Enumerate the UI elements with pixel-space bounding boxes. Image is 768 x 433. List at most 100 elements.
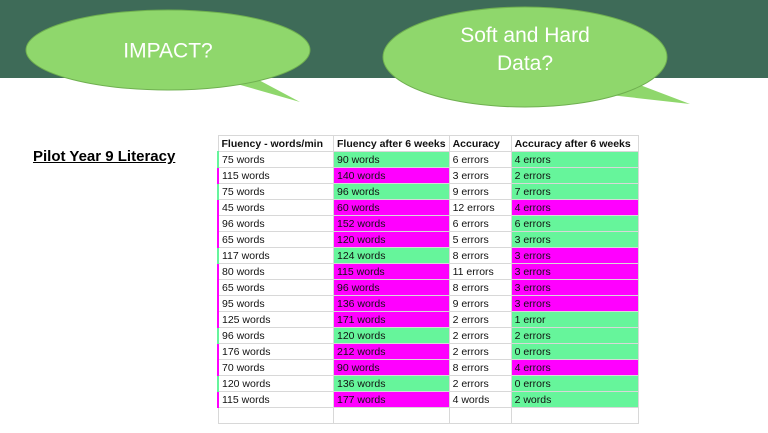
table-row: 70 words 90 words 8 errors 4 errors [217,359,639,376]
table-cell: 0 errors [510,375,639,392]
table-cell: 96 words [217,215,334,232]
table-cell: 2 errors [448,375,512,392]
table-cell: 8 errors [448,279,512,296]
table-row: 96 words 152 words 6 errors 6 errors [217,215,639,232]
table-cell: 2 errors [448,343,512,360]
bubble-tail [230,78,300,102]
table-cell: 8 errors [448,247,512,264]
table-cell: 3 errors [510,231,639,248]
table-cell: 3 errors [510,295,639,312]
table-cell: 3 errors [510,263,639,280]
table-cell: 45 words [217,199,334,216]
table-row: 115 words 177 words 4 words 2 words [217,391,639,408]
empty-cell [333,407,450,424]
table-cell: 11 errors [448,263,512,280]
table-cell: 7 errors [510,183,639,200]
slide-title: Pilot Year 9 Literacy [33,148,176,165]
bubble-text: IMPACT? [123,40,212,63]
table-cell: 3 errors [448,167,512,184]
table-cell: 5 errors [448,231,512,248]
table-row: 115 words 140 words 3 errors 2 errors [217,167,639,184]
table-cell: 0 errors [510,343,639,360]
table-cell: 120 words [333,327,450,344]
table-cell: 4 errors [510,199,639,216]
table-cell: 6 errors [510,215,639,232]
table-row: 96 words 120 words 2 errors 2 errors [217,327,639,344]
table-cell: 115 words [333,263,450,280]
empty-cell [510,407,639,424]
table-cell: 4 words [448,391,512,408]
table-cell: 80 words [217,263,334,280]
table-cell: 125 words [217,311,334,328]
table-row: 80 words 115 words 11 errors 3 errors [217,263,639,280]
table-cell: 75 words [217,151,334,168]
table-cell: 124 words [333,247,450,264]
column-header: Accuracy [448,135,512,152]
table-cell: 2 errors [510,327,639,344]
table-cell: 12 errors [448,199,512,216]
table-row: 75 words 90 words 6 errors 4 errors [217,151,639,168]
table-row: 75 words 96 words 9 errors 7 errors [217,183,639,200]
table-cell: 177 words [333,391,450,408]
table-cell: 96 words [333,183,450,200]
table-cell: 115 words [217,167,334,184]
table-cell: 171 words [333,311,450,328]
table-cell: 120 words [217,375,334,392]
column-header: Accuracy after 6 weeks [510,135,639,152]
table-cell: 120 words [333,231,450,248]
table-cell: 9 errors [448,183,512,200]
table-cell: 212 words [333,343,450,360]
table-row: 117 words 124 words 8 errors 3 errors [217,247,639,264]
table-cell: 136 words [333,375,450,392]
table-cell: 70 words [217,359,334,376]
table-row: 95 words 136 words 9 errors 3 errors [217,295,639,312]
table-cell: 1 error [510,311,639,328]
bubble-text: Soft and Hard Data? [460,24,590,75]
table-cell: 152 words [333,215,450,232]
table-cell: 3 errors [510,279,639,296]
table-cell: 2 words [510,391,639,408]
table-cell: 96 words [333,279,450,296]
table-cell: 6 errors [448,215,512,232]
table-row: 45 words 60 words 12 errors 4 errors [217,199,639,216]
table-cell: 115 words [217,391,334,408]
table-cell: 95 words [217,295,334,312]
table-cell: 6 errors [448,151,512,168]
empty-row [217,407,639,424]
table-row: 65 words 96 words 8 errors 3 errors [217,279,639,296]
table-cell: 4 errors [510,151,639,168]
empty-cell [448,407,512,424]
table-cell: 90 words [333,359,450,376]
table-cell: 140 words [333,167,450,184]
column-header: Fluency after 6 weeks [333,135,450,152]
bubble-text-line: Data? [497,52,553,75]
table-cell: 65 words [217,279,334,296]
table-row: 120 words 136 words 2 errors 0 errors [217,375,639,392]
column-header: Fluency - words/min [217,135,334,152]
table-cell: 3 errors [510,247,639,264]
table-cell: 65 words [217,231,334,248]
table-row: 125 words 171 words 2 errors 1 error [217,311,639,328]
table-row: 65 words 120 words 5 errors 3 errors [217,231,639,248]
table-cell: 8 errors [448,359,512,376]
table-cell: 4 errors [510,359,639,376]
table-cell: 176 words [217,343,334,360]
data-table: Fluency - words/min Fluency after 6 weeks… [217,135,639,424]
table-cell: 75 words [217,183,334,200]
table-cell: 96 words [217,327,334,344]
header-row: Fluency - words/min Fluency after 6 weeks… [217,135,639,152]
bubble [382,6,668,108]
table-cell: 117 words [217,247,334,264]
table-cell: 2 errors [448,311,512,328]
table-cell: 136 words [333,295,450,312]
table-cell: 2 errors [510,167,639,184]
table-cell: 90 words [333,151,450,168]
bubble [25,9,311,91]
table-cell: 60 words [333,199,450,216]
table-row: 176 words 212 words 2 errors 0 errors [217,343,639,360]
table-cell: 2 errors [448,327,512,344]
table-cell: 9 errors [448,295,512,312]
bubble-text-line: Soft and Hard [460,24,590,47]
